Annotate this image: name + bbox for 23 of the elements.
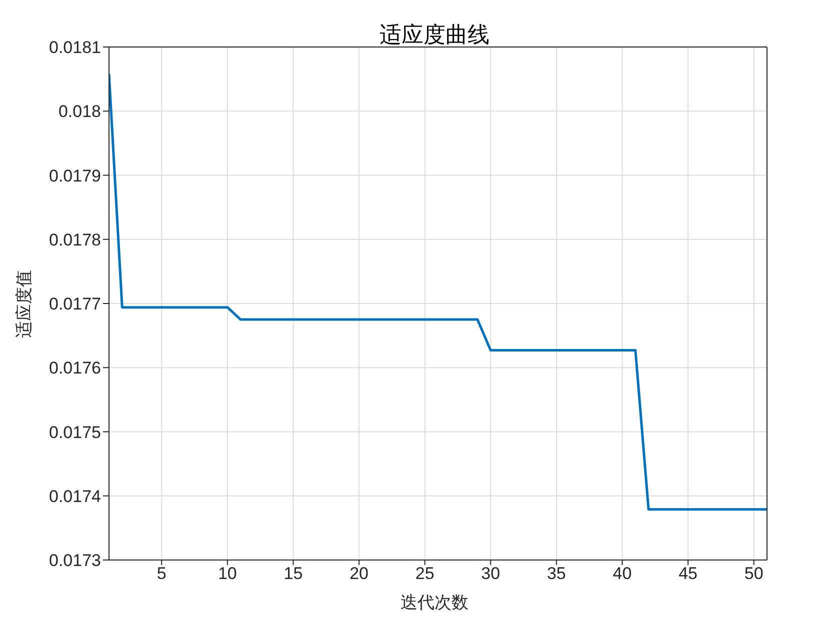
y-tick-label: 0.0176	[49, 358, 101, 378]
y-tick-label: 0.0173	[49, 551, 101, 570]
y-tick-label: 0.0175	[49, 422, 101, 442]
y-tick-label: 0.0181	[49, 38, 101, 58]
y-tick-label: 0.0178	[49, 230, 101, 250]
x-tick-label: 10	[218, 564, 237, 584]
x-tick-label: 15	[284, 564, 303, 584]
x-tick-label: 45	[678, 564, 698, 584]
x-axis-title: 迭代次数	[400, 592, 470, 614]
y-tick-label: 0.018	[58, 102, 101, 122]
y-axis-title: 适应度值	[14, 270, 36, 338]
x-tick-label: 50	[744, 564, 764, 584]
x-tick-label: 40	[612, 564, 632, 584]
y-tick-label: 0.0177	[49, 294, 101, 314]
line-series	[109, 72, 767, 511]
y-tick-label: 0.0174	[49, 486, 101, 506]
x-tick-label: 25	[415, 564, 434, 584]
x-tick-label: 35	[546, 564, 566, 584]
y-tick-label: 0.0179	[49, 166, 101, 186]
x-tick-label: 5	[156, 564, 166, 584]
x-tick-label: 20	[350, 564, 368, 584]
chart-title: 适应度曲线	[378, 22, 490, 50]
x-tick-label: 30	[481, 564, 500, 584]
